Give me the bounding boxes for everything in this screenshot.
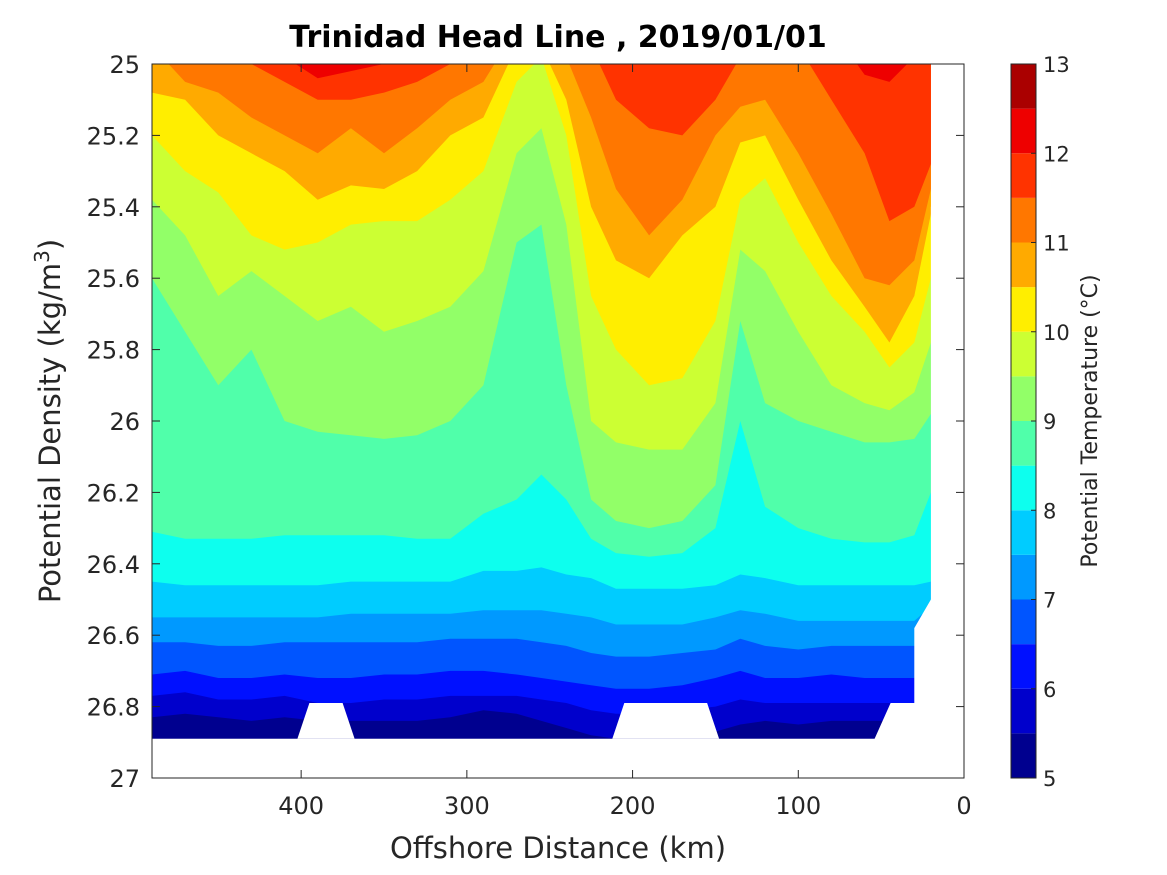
colorbar-swatch bbox=[1011, 733, 1036, 778]
colorbar-swatch bbox=[1011, 153, 1036, 198]
colorbar-swatch bbox=[1011, 197, 1036, 243]
colorbar-swatch bbox=[1011, 554, 1036, 600]
colorbar-tick-label: 8 bbox=[1043, 499, 1056, 523]
colorbar-swatch bbox=[1011, 108, 1036, 154]
no-data-masks bbox=[152, 199, 964, 778]
colorbar-ticks: 5 6 7 8 9 10 11 12 13 bbox=[1031, 53, 1070, 791]
no-data-mask bbox=[152, 738, 964, 778]
y-tick-label: 26.8 bbox=[87, 694, 140, 722]
contour-band-11 bbox=[168, 64, 931, 286]
no-data-mask bbox=[930, 199, 964, 778]
contour-bands bbox=[152, 64, 931, 778]
x-tick-label: 400 bbox=[278, 792, 324, 820]
colorbar-swatches bbox=[1011, 64, 1036, 778]
y-tick-label: 26 bbox=[109, 408, 140, 436]
plot-area: 400 300 200 100 0 25 25.2 25.4 25.6 25.8 26 26.2 26… bbox=[87, 51, 972, 820]
x-axis-ticks: 400 300 200 100 0 bbox=[278, 64, 972, 820]
colorbar-swatch bbox=[1011, 644, 1036, 689]
colorbar-swatch bbox=[1011, 599, 1036, 645]
contour-band-11.5 bbox=[251, 64, 931, 222]
colorbar-swatch bbox=[1011, 688, 1036, 734]
colorbar-swatch bbox=[1011, 242, 1036, 288]
colorbar-tick-label: 7 bbox=[1043, 589, 1056, 613]
y-tick-label: 25.2 bbox=[87, 122, 140, 150]
contour-band-10.5 bbox=[152, 64, 931, 343]
x-tick-label: 100 bbox=[775, 792, 821, 820]
colorbar-swatch bbox=[1011, 510, 1036, 555]
y-axis-label-superscript: 3 bbox=[30, 250, 54, 263]
no-data-mask bbox=[612, 703, 720, 739]
x-tick-label: 0 bbox=[956, 792, 971, 820]
y-tick-label: 26.4 bbox=[87, 551, 140, 579]
colorbar-tick-label: 11 bbox=[1043, 232, 1070, 256]
colorbar-tick-label: 9 bbox=[1043, 410, 1056, 434]
y-axis-label: Potential Density (kg/m3) bbox=[30, 239, 67, 603]
y-tick-label: 26.6 bbox=[87, 622, 140, 650]
chart-title: Trinidad Head Line , 2019/01/01 bbox=[289, 20, 826, 55]
y-axis-label-close: ) bbox=[33, 239, 67, 250]
colorbar-label: Potential Temperature (°C) bbox=[1078, 274, 1103, 567]
y-tick-label: 25 bbox=[109, 51, 140, 79]
y-tick-label: 25.8 bbox=[87, 337, 140, 365]
no-data-mask bbox=[297, 703, 355, 739]
y-tick-label: 27 bbox=[109, 765, 140, 793]
colorbar-tick-label: 5 bbox=[1043, 767, 1056, 791]
y-tick-label: 26.2 bbox=[87, 479, 140, 507]
no-data-mask bbox=[865, 599, 933, 778]
colorbar-swatch bbox=[1011, 465, 1036, 511]
colorbar-swatch bbox=[1011, 64, 1036, 109]
x-axis-label: Offshore Distance (km) bbox=[390, 831, 726, 865]
y-axis-ticks: 25 25.2 25.4 25.6 25.8 26 26.2 26.4 26.6 26.8 27 bbox=[87, 51, 964, 793]
colorbar-tick-label: 13 bbox=[1043, 53, 1070, 77]
y-tick-label: 25.4 bbox=[87, 194, 140, 222]
colorbar: 5 6 7 8 9 10 11 12 13 Potential Temperature (°C) bbox=[1010, 53, 1103, 791]
colorbar-swatch bbox=[1011, 376, 1036, 421]
colorbar-tick-label: 6 bbox=[1043, 678, 1056, 702]
contour-band-12 bbox=[295, 64, 908, 82]
y-tick-label: 25.6 bbox=[87, 265, 140, 293]
y-axis-label-text: Potential Density (kg/m bbox=[33, 263, 67, 603]
colorbar-swatch bbox=[1011, 331, 1036, 377]
x-tick-label: 300 bbox=[444, 792, 490, 820]
x-tick-label: 200 bbox=[610, 792, 656, 820]
colorbar-swatch bbox=[1011, 287, 1036, 332]
colorbar-swatch bbox=[1011, 421, 1036, 466]
colorbar-tick-label: 10 bbox=[1043, 321, 1070, 345]
colorbar-tick-label: 12 bbox=[1043, 142, 1070, 166]
